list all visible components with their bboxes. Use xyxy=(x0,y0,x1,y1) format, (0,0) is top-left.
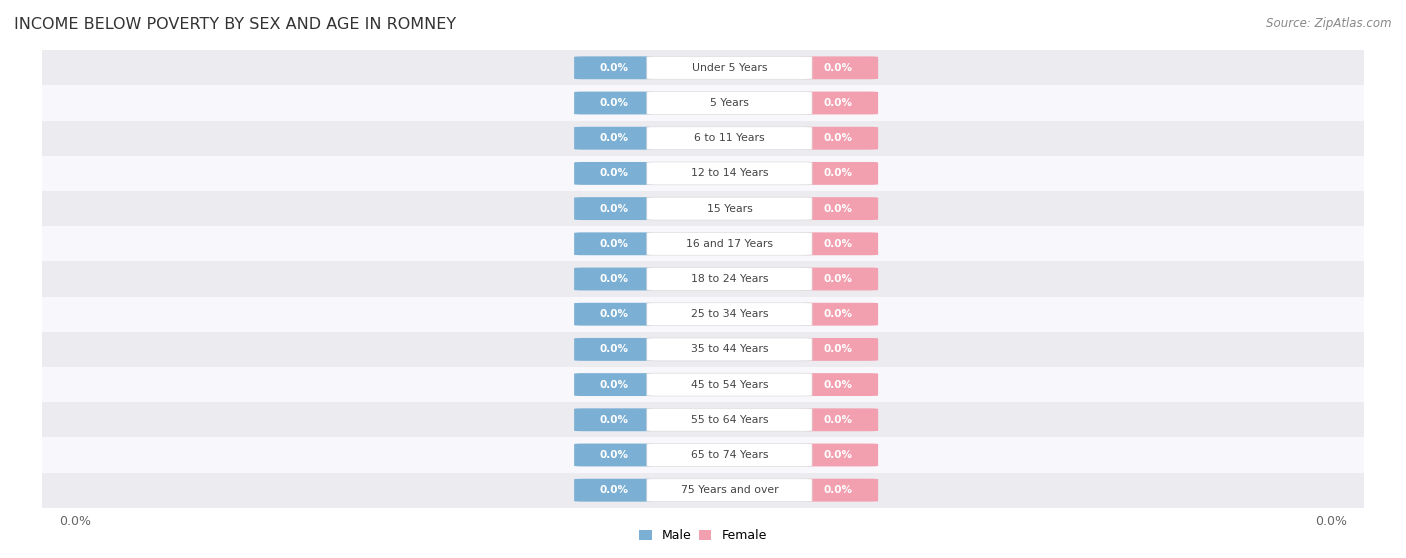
Text: 0.0%: 0.0% xyxy=(599,169,628,179)
FancyBboxPatch shape xyxy=(574,338,654,361)
FancyBboxPatch shape xyxy=(574,408,654,431)
Bar xyxy=(42,437,1364,473)
Bar xyxy=(42,402,1364,437)
FancyBboxPatch shape xyxy=(799,267,879,290)
Bar xyxy=(42,473,1364,508)
FancyBboxPatch shape xyxy=(647,444,813,466)
Text: 0.0%: 0.0% xyxy=(824,239,853,249)
FancyBboxPatch shape xyxy=(799,303,879,326)
Text: 0.0%: 0.0% xyxy=(599,133,628,143)
FancyBboxPatch shape xyxy=(574,197,654,220)
FancyBboxPatch shape xyxy=(647,92,813,114)
Text: 0.0%: 0.0% xyxy=(824,133,853,143)
FancyBboxPatch shape xyxy=(799,56,879,79)
Text: 0.0%: 0.0% xyxy=(599,204,628,214)
Text: 25 to 34 Years: 25 to 34 Years xyxy=(690,309,768,319)
Text: 0.0%: 0.0% xyxy=(824,63,853,73)
Text: 0.0%: 0.0% xyxy=(599,274,628,284)
FancyBboxPatch shape xyxy=(799,338,879,361)
FancyBboxPatch shape xyxy=(647,162,813,185)
Bar xyxy=(42,121,1364,156)
FancyBboxPatch shape xyxy=(647,267,813,290)
FancyBboxPatch shape xyxy=(574,162,654,185)
Legend: Male, Female: Male, Female xyxy=(634,525,772,547)
FancyBboxPatch shape xyxy=(799,92,879,114)
Text: 0.0%: 0.0% xyxy=(599,450,628,460)
FancyBboxPatch shape xyxy=(574,479,654,502)
Text: 0.0%: 0.0% xyxy=(599,415,628,425)
Text: 0.0%: 0.0% xyxy=(599,239,628,249)
Bar xyxy=(42,332,1364,367)
FancyBboxPatch shape xyxy=(799,127,879,150)
Text: 45 to 54 Years: 45 to 54 Years xyxy=(690,379,768,389)
Text: 0.0%: 0.0% xyxy=(599,63,628,73)
FancyBboxPatch shape xyxy=(574,373,654,396)
Text: 0.0%: 0.0% xyxy=(824,274,853,284)
Text: 35 to 44 Years: 35 to 44 Years xyxy=(690,344,768,354)
FancyBboxPatch shape xyxy=(574,232,654,255)
Text: 0.0%: 0.0% xyxy=(824,415,853,425)
Text: 0.0%: 0.0% xyxy=(824,485,853,495)
Bar xyxy=(42,156,1364,191)
FancyBboxPatch shape xyxy=(647,232,813,255)
FancyBboxPatch shape xyxy=(647,127,813,150)
Text: 0.0%: 0.0% xyxy=(824,344,853,354)
Text: 0.0%: 0.0% xyxy=(824,309,853,319)
FancyBboxPatch shape xyxy=(799,373,879,396)
Text: 75 Years and over: 75 Years and over xyxy=(681,485,779,495)
Bar xyxy=(42,261,1364,297)
Text: 5 Years: 5 Years xyxy=(710,98,749,108)
Text: 16 and 17 Years: 16 and 17 Years xyxy=(686,239,773,249)
Text: 0.0%: 0.0% xyxy=(599,344,628,354)
Text: 0.0%: 0.0% xyxy=(824,169,853,179)
Bar xyxy=(42,191,1364,226)
Text: 0.0%: 0.0% xyxy=(599,485,628,495)
Text: Under 5 Years: Under 5 Years xyxy=(692,63,768,73)
Text: 12 to 14 Years: 12 to 14 Years xyxy=(690,169,768,179)
FancyBboxPatch shape xyxy=(574,127,654,150)
Text: 6 to 11 Years: 6 to 11 Years xyxy=(695,133,765,143)
Text: 0.0%: 0.0% xyxy=(599,98,628,108)
Text: Source: ZipAtlas.com: Source: ZipAtlas.com xyxy=(1267,17,1392,30)
FancyBboxPatch shape xyxy=(799,444,879,466)
FancyBboxPatch shape xyxy=(647,197,813,220)
Text: 0.0%: 0.0% xyxy=(824,379,853,389)
Text: INCOME BELOW POVERTY BY SEX AND AGE IN ROMNEY: INCOME BELOW POVERTY BY SEX AND AGE IN R… xyxy=(14,17,456,32)
FancyBboxPatch shape xyxy=(574,92,654,114)
FancyBboxPatch shape xyxy=(799,232,879,255)
FancyBboxPatch shape xyxy=(647,303,813,326)
FancyBboxPatch shape xyxy=(574,56,654,79)
Bar xyxy=(42,297,1364,332)
FancyBboxPatch shape xyxy=(799,479,879,502)
FancyBboxPatch shape xyxy=(574,267,654,290)
FancyBboxPatch shape xyxy=(574,444,654,466)
FancyBboxPatch shape xyxy=(647,338,813,361)
Text: 18 to 24 Years: 18 to 24 Years xyxy=(690,274,768,284)
FancyBboxPatch shape xyxy=(574,303,654,326)
FancyBboxPatch shape xyxy=(799,197,879,220)
Text: 0.0%: 0.0% xyxy=(599,379,628,389)
Bar xyxy=(42,226,1364,261)
Text: 0.0%: 0.0% xyxy=(824,450,853,460)
FancyBboxPatch shape xyxy=(647,56,813,79)
Text: 0.0%: 0.0% xyxy=(824,204,853,214)
FancyBboxPatch shape xyxy=(647,408,813,431)
Text: 0.0%: 0.0% xyxy=(824,98,853,108)
Bar xyxy=(42,50,1364,85)
Text: 0.0%: 0.0% xyxy=(599,309,628,319)
Bar xyxy=(42,367,1364,402)
FancyBboxPatch shape xyxy=(647,479,813,502)
Bar xyxy=(42,85,1364,121)
Text: 15 Years: 15 Years xyxy=(707,204,752,214)
FancyBboxPatch shape xyxy=(647,373,813,396)
FancyBboxPatch shape xyxy=(799,162,879,185)
FancyBboxPatch shape xyxy=(799,408,879,431)
Text: 65 to 74 Years: 65 to 74 Years xyxy=(690,450,768,460)
Text: 55 to 64 Years: 55 to 64 Years xyxy=(690,415,768,425)
